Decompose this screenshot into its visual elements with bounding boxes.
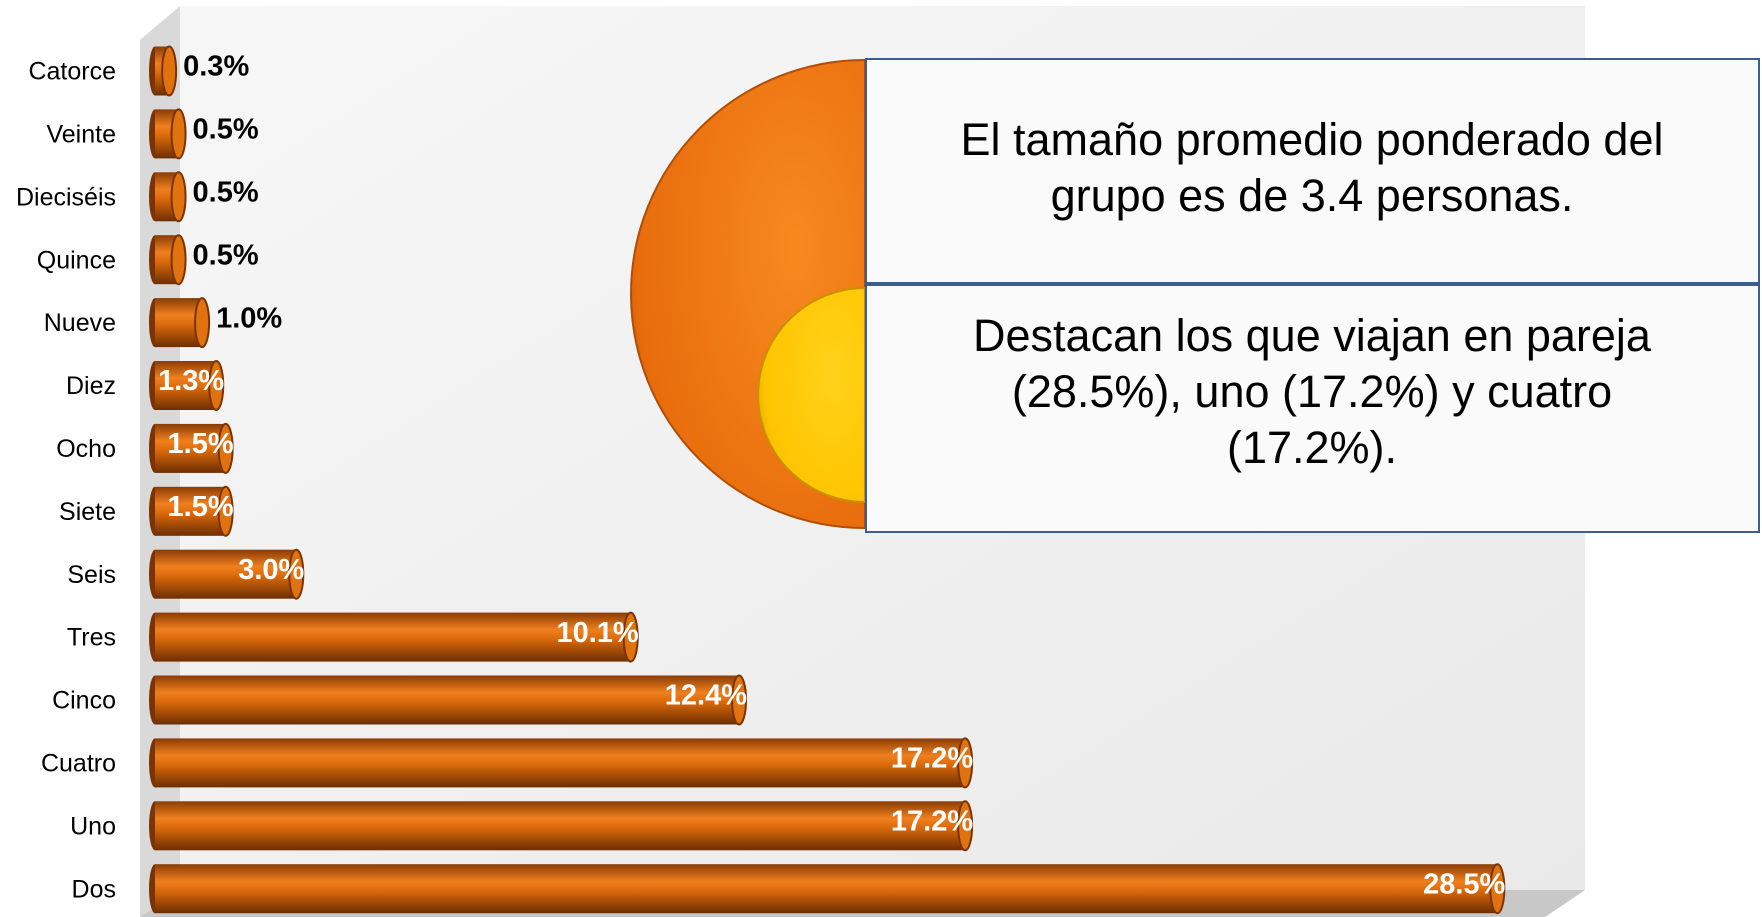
value-label: 28.5%: [1423, 868, 1505, 900]
value-label: 1.5%: [168, 428, 234, 460]
page: Catorce 0.3% Veinte 0.5% Dieciséis 0.5% Quince…: [0, 0, 1762, 917]
y-tick-label: Nueve: [44, 309, 116, 337]
y-tick-label: Dos: [72, 875, 116, 903]
value-label: 3.0%: [238, 554, 304, 586]
y-tick-label: Seis: [67, 561, 116, 589]
bar: [155, 676, 739, 725]
annotation: (17.2%).: [1227, 422, 1397, 473]
y-tick-label: Siete: [59, 498, 116, 526]
annotation: El tamaño promedio ponderado del: [961, 114, 1664, 165]
value-label: 0.5%: [193, 239, 259, 271]
chart: Catorce 0.3% Veinte 0.5% Dieciséis 0.5% Quince…: [0, 0, 1762, 917]
y-tick-label: Tres: [67, 624, 116, 652]
bar: [155, 864, 1497, 913]
y-tick-label: Veinte: [46, 121, 116, 149]
annotation: (28.5%), uno (17.2%) y cuatro: [1012, 366, 1612, 417]
value-label: 17.2%: [891, 805, 973, 837]
bar-cap: [195, 298, 209, 347]
y-tick-label: Cuatro: [41, 750, 116, 778]
annotation: grupo es de 3.4 personas.: [1051, 170, 1574, 221]
bar-cap: [172, 235, 186, 284]
y-tick-label: Diez: [66, 372, 116, 400]
value-label: 17.2%: [891, 743, 973, 775]
bar: [155, 738, 965, 787]
bar-cap: [172, 109, 186, 158]
y-tick-label: Cinco: [52, 687, 116, 715]
bar-cap: [172, 172, 186, 221]
bar: [155, 801, 965, 850]
y-tick-label: Catorce: [28, 58, 116, 86]
value-label: 12.4%: [665, 680, 747, 712]
y-tick-label: Dieciséis: [16, 183, 116, 211]
value-label: 0.3%: [183, 51, 249, 83]
bar-cap: [162, 47, 176, 96]
value-label: 0.5%: [193, 176, 259, 208]
annotation: Destacan los que viajan en pareja: [973, 310, 1652, 361]
value-label: 1.0%: [216, 302, 282, 334]
value-label: 1.5%: [168, 491, 234, 523]
value-label: 0.5%: [193, 114, 259, 146]
value-label: 10.1%: [556, 617, 638, 649]
value-label: 1.3%: [158, 365, 224, 397]
y-tick-label: Quince: [37, 246, 116, 274]
y-tick-label: Uno: [70, 812, 116, 840]
y-tick-label: Ocho: [56, 435, 116, 463]
